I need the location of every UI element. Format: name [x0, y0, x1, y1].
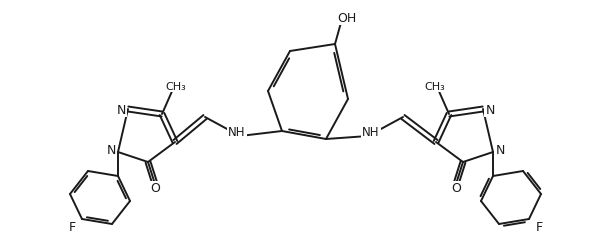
- Text: CH₃: CH₃: [425, 82, 445, 92]
- Text: N: N: [485, 103, 495, 116]
- Text: NH: NH: [229, 125, 246, 138]
- Text: NH: NH: [362, 125, 380, 138]
- Text: F: F: [535, 220, 543, 234]
- Text: N: N: [106, 144, 115, 157]
- Text: F: F: [68, 220, 76, 234]
- Text: N: N: [116, 103, 126, 116]
- Text: N: N: [496, 144, 505, 157]
- Text: O: O: [451, 182, 461, 195]
- Text: OH: OH: [337, 11, 357, 24]
- Text: CH₃: CH₃: [166, 82, 186, 92]
- Text: O: O: [150, 182, 160, 195]
